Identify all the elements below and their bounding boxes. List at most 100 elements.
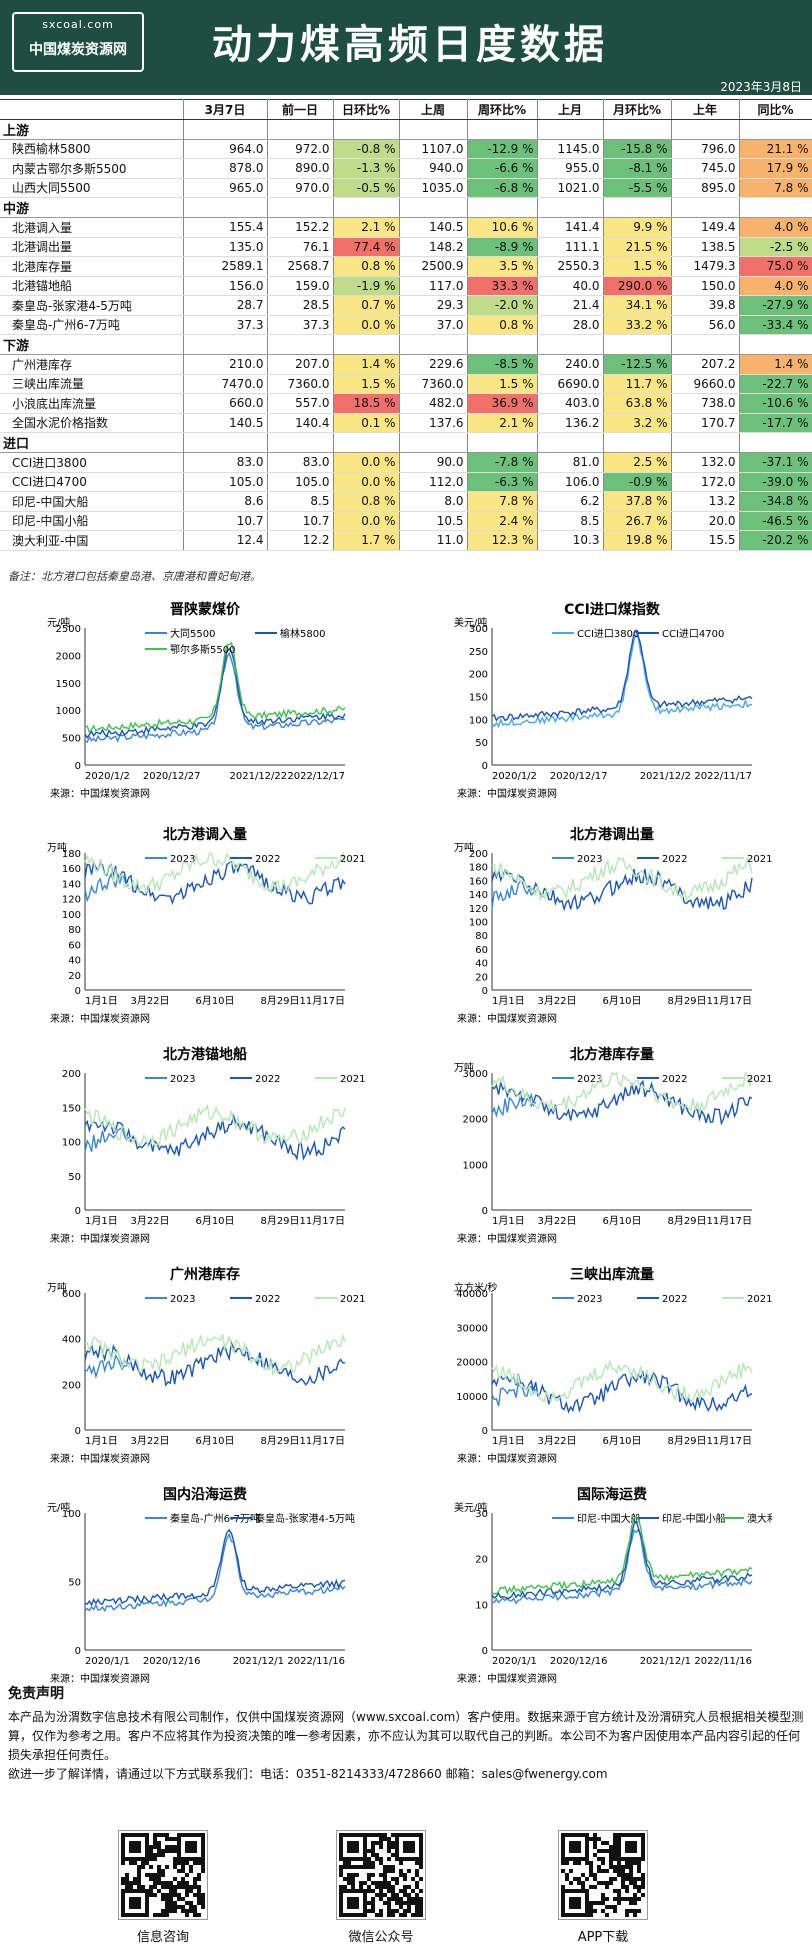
table-cell: 106.0	[537, 472, 604, 492]
legend-label: 印尼-中国大船	[577, 1512, 641, 1525]
table-cell: 1.4 %	[333, 354, 400, 375]
x-tick-label: 11月17日	[300, 995, 345, 1007]
series-line	[84, 1333, 346, 1377]
y-tick-label: 120	[62, 895, 81, 906]
y-tick-label: 200	[469, 849, 488, 860]
section-cell	[267, 197, 334, 218]
y-tick-label: 0	[75, 761, 81, 772]
y-tick-label: 0	[75, 1206, 81, 1217]
x-tick-label: 6月10日	[195, 1435, 234, 1447]
table-note: 备注：北方港口包括秦皇岛港、京唐港和曹妃甸港。	[8, 570, 261, 583]
chart-title: 国际海运费	[577, 1486, 647, 1503]
table-cell: 3.5 %	[467, 256, 538, 277]
y-tick-label: 10	[475, 1600, 488, 1611]
x-tick-label: 2020/1/2	[85, 771, 130, 782]
y-tick-label: 200	[62, 1069, 81, 1080]
legend-label: 2021	[747, 1294, 772, 1305]
y-tick-label: 40	[68, 956, 81, 967]
section-cell	[739, 334, 812, 355]
table-cell: 140.4	[267, 413, 334, 433]
x-tick-label: 3月22日	[130, 1215, 169, 1227]
table-cell: 2.1 %	[333, 217, 400, 238]
section-cell	[399, 334, 468, 355]
table-cell: 156.0	[183, 276, 268, 296]
legend-label: 2021	[340, 1074, 365, 1085]
column-header: 前一日	[267, 99, 334, 120]
series-line	[491, 1092, 537, 1119]
row-label: CCI进口3800	[0, 452, 184, 473]
table-cell: 4.0 %	[739, 217, 812, 238]
y-tick-label: 200	[62, 1380, 81, 1391]
chart-title: 广州港库存	[170, 1266, 240, 1283]
chart-source: 来源：中国煤炭资源网	[50, 1012, 150, 1025]
chart-title: 晋陕蒙煤价	[170, 601, 241, 618]
section-cell	[467, 118, 538, 140]
table-cell: 29.3	[399, 295, 468, 316]
x-tick-label: 11月17日	[707, 1435, 752, 1447]
section-cell	[537, 432, 604, 453]
row-label: 印尼-中国大船	[0, 491, 184, 512]
y-tick-label: 50	[475, 738, 488, 749]
x-tick-label: 2020/1/1	[85, 1656, 130, 1667]
y-tick-label: 100	[62, 910, 81, 921]
logo: sxcoal.com 中国煤炭资源网	[12, 12, 144, 72]
qr-code-app[interactable]	[558, 1830, 648, 1920]
y-axis-label: 万吨	[47, 1281, 67, 1294]
series-line	[491, 1515, 753, 1596]
table-cell: 12.2	[267, 530, 334, 551]
table-row: 陕西榆林5800 964.0 972.0 -0.8 % 1107.0 -12.9 % 114…	[0, 139, 812, 159]
series-line	[84, 872, 130, 903]
legend-label: 2023	[577, 854, 602, 865]
qr-code-consult[interactable]	[118, 1830, 208, 1920]
table-cell: 15.5	[671, 530, 740, 551]
table-cell: 965.0	[183, 178, 268, 198]
table-cell: 12.4	[183, 530, 268, 551]
row-label: 内蒙古鄂尔多斯5500	[0, 158, 184, 179]
x-tick-label: 2021/12/1	[233, 1656, 284, 1667]
table-cell: 4.0 %	[739, 276, 812, 296]
row-label: 北港调出量	[0, 237, 184, 257]
x-tick-label: 3月22日	[130, 995, 169, 1007]
table-cell: -46.5 %	[739, 511, 812, 531]
x-tick-label: 8月29日	[667, 995, 706, 1007]
column-header: 上月	[537, 99, 604, 120]
x-tick-label: 3月22日	[537, 995, 576, 1007]
chart-c2: CCI进口煤指数 美元/吨 0 50 100 150 200 250 300 2020/1/2 20…	[452, 600, 772, 815]
column-header: 日环比%	[333, 99, 400, 120]
table-cell: 2.1 %	[467, 413, 538, 433]
y-tick-label: 2000	[56, 651, 81, 662]
chart-title: 北方港锚地船	[163, 1046, 247, 1063]
table-cell: -2.5 %	[739, 237, 812, 257]
y-tick-label: 0	[75, 1426, 81, 1437]
section-row: 中游	[0, 197, 812, 218]
y-tick-label: 0	[482, 986, 488, 997]
table-cell: 0.1 %	[333, 413, 400, 433]
y-tick-label: 60	[475, 945, 488, 956]
y-tick-label: 160	[469, 876, 488, 887]
legend-label: 秦皇岛-张家港4-5万吨	[255, 1512, 355, 1525]
table-cell: 1.4 %	[739, 354, 812, 375]
series-line	[84, 859, 346, 906]
series-line	[84, 1126, 130, 1153]
table-cell: -1.9 %	[333, 276, 400, 296]
table-cell: 0.8 %	[467, 315, 538, 335]
table-cell: 40.0	[537, 276, 604, 296]
y-tick-label: 300	[469, 624, 488, 635]
x-tick-label: 3月22日	[130, 1435, 169, 1447]
chart-c5: 北方港锚地船 0 50 100 150 200 1月1日 3月22日 6月10日 8月29日 11月…	[45, 1045, 365, 1260]
table-cell: 0.0 %	[333, 452, 400, 473]
table-cell: -6.6 %	[467, 158, 538, 179]
qr-code-wechat[interactable]	[336, 1830, 426, 1920]
row-label: 印尼-中国小船	[0, 511, 184, 531]
table-cell: 2.4 %	[467, 511, 538, 531]
section-row: 下游	[0, 334, 812, 355]
series-line	[84, 1532, 346, 1613]
row-label: 北港锚地船	[0, 276, 184, 296]
table-cell: 890.0	[267, 158, 334, 179]
y-tick-label: 100	[62, 1509, 81, 1520]
column-header	[0, 99, 184, 120]
qr-label: APP下载	[577, 1930, 629, 1945]
table-cell: 150.0	[671, 276, 740, 296]
chart-c3: 北方港调入量 万吨 0 20 40 60 80 100 120 140 160 180 1月1日 3月22…	[45, 825, 365, 1040]
table-cell: 11.0	[399, 530, 468, 551]
